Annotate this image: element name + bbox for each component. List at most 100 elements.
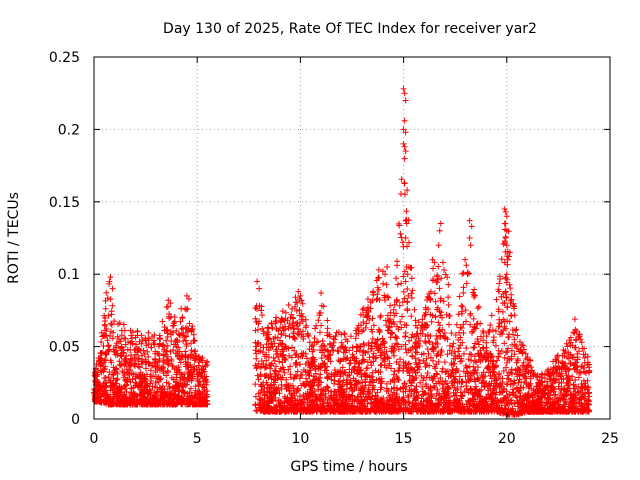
data-point [268,373,275,380]
data-point [340,370,347,377]
data-point [168,392,175,399]
data-point [173,364,180,371]
data-point [377,312,384,319]
data-point [403,383,410,390]
data-point [372,355,379,362]
data-point [501,323,508,330]
data-point [277,365,284,372]
data-point [203,359,210,366]
data-point [266,388,273,395]
data-point [114,352,121,359]
grid-lines [94,57,610,419]
data-point [127,347,134,354]
data-point [135,363,142,370]
data-point [484,365,491,372]
data-point [466,217,473,224]
data-point [445,281,452,288]
data-point [473,321,480,328]
data-point [116,383,123,390]
data-point [582,369,589,376]
data-point [254,372,261,379]
data-point [476,398,483,405]
data-point [330,347,337,354]
data-point [359,408,366,415]
data-point [136,381,143,388]
data-point [183,306,190,313]
data-point [550,402,557,409]
data-point [252,393,259,400]
data-point [151,332,158,339]
data-point [138,332,145,339]
data-point [401,268,408,275]
data-point [375,274,382,281]
data-point [559,364,566,371]
data-point [187,369,194,376]
data-point [300,328,307,335]
data-point [331,377,338,384]
data-point [380,394,387,401]
data-point [409,352,416,359]
data-point [504,276,511,283]
data-point [310,346,317,353]
data-point [473,404,480,411]
data-point [267,371,274,378]
data-point [274,375,281,382]
data-point [293,351,300,358]
data-point [176,331,183,338]
data-point [276,390,283,397]
data-point [494,380,501,387]
data-point [268,320,275,327]
data-point [471,344,478,351]
data-point [178,326,185,333]
data-point [430,265,437,272]
data-point [175,396,182,403]
data-point [324,400,331,407]
data-point [151,359,158,366]
data-point [488,312,495,319]
data-point [116,320,123,327]
data-point [264,403,271,410]
data-point [472,383,479,390]
data-point [170,347,177,354]
data-point [486,394,493,401]
data-point [442,378,449,385]
data-point [439,314,446,321]
data-point [349,344,356,351]
data-point [100,380,107,387]
data-point [145,353,152,360]
data-point [468,398,475,405]
data-point [458,325,465,332]
data-point [546,404,553,411]
data-point [352,377,359,384]
data-point [124,369,131,376]
data-point [539,371,546,378]
data-point [289,322,296,329]
data-point [256,318,263,325]
data-point [489,326,496,333]
data-point [434,272,441,279]
data-point [458,302,465,309]
data-point [456,373,463,380]
data-point [471,324,478,331]
data-point [437,375,444,382]
data-point [297,292,304,299]
data-point [431,407,438,414]
data-point [332,333,339,340]
data-point [486,328,493,335]
data-point [445,294,452,301]
data-point [504,345,511,352]
data-point [400,85,407,92]
data-point [391,312,398,319]
data-point [429,277,436,284]
data-point [291,374,298,381]
data-point [199,401,206,408]
data-point [563,340,570,347]
data-point [582,351,589,358]
data-point [188,347,195,354]
data-point [545,395,552,402]
data-point [325,348,332,355]
data-point [442,334,449,341]
data-point [105,374,112,381]
data-point [382,354,389,361]
